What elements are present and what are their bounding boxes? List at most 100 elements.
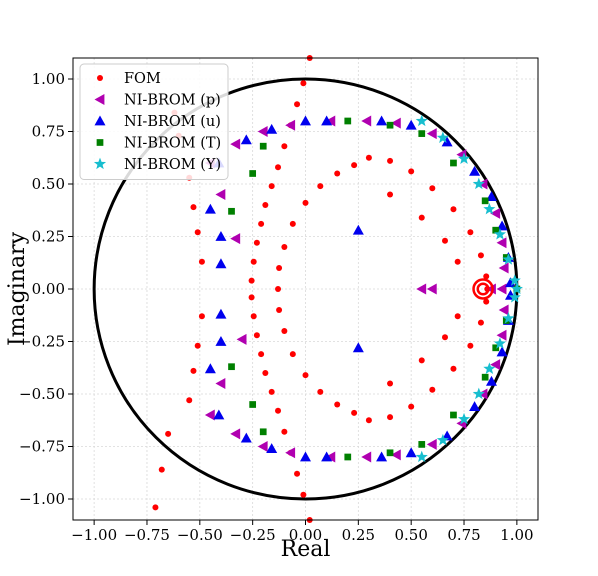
data-point [186,397,193,404]
legend-item: NI-BROM (Y) [93,157,221,173]
data-point [426,128,437,140]
data-point [496,220,508,231]
data-point [493,337,507,349]
data-point [204,203,216,214]
data-point [387,414,394,421]
data-point [268,388,275,395]
data-point [365,417,372,424]
data-point [492,226,500,234]
series-ni-brom-y [415,114,523,463]
data-point [415,114,428,127]
data-point [258,220,265,227]
data-point [496,283,507,295]
data-point [483,273,490,280]
data-point [483,298,490,305]
data-point [194,229,201,236]
data-point [194,342,201,349]
data-point [253,332,260,339]
data-point [215,308,227,319]
data-point [408,168,415,175]
data-point [361,451,372,463]
data-point [300,115,311,126]
y-tick-label: −1.00 [19,490,65,508]
data-point [198,313,205,320]
data-point [418,441,426,448]
data-point [490,207,501,219]
data-point [502,253,515,265]
data-point [275,164,282,171]
data-point [249,170,257,177]
data-point [450,159,457,167]
data-point [418,214,425,221]
data-point [249,401,257,408]
series-ni-brom-p [204,115,509,463]
data-point [415,450,428,463]
x-axis-title: Real [281,537,331,562]
data-point [481,197,489,205]
data-point [240,432,252,443]
data-point [352,342,364,353]
data-point [390,449,401,461]
data-point [259,142,267,150]
annotation-ring-0 [472,278,494,300]
data-point [436,131,449,143]
data-point [248,277,255,284]
data-point [300,491,307,498]
data-point [257,441,268,452]
data-point [467,342,474,349]
data-point [387,380,394,387]
data-point [416,283,427,295]
data-point [294,101,301,108]
legend-label: NI-BROM (Y) [124,157,221,173]
data-point [351,162,358,169]
data-point [248,294,255,301]
legend-item: FOM [97,71,161,87]
data-point [426,438,437,450]
data-point [472,177,485,190]
data-point [281,244,288,250]
data-point [266,443,278,453]
data-point [496,329,507,341]
data-point [477,252,484,259]
data-point [276,307,283,313]
data-point [204,363,216,374]
data-point [493,228,507,240]
data-point [302,199,309,206]
data-point [198,258,205,265]
legend-item: NI-BROM (u) [94,114,221,130]
data-point [334,170,341,177]
data-point [496,237,507,249]
data-point [317,388,324,395]
data-point [294,470,301,477]
data-point [165,430,172,437]
data-point [467,229,474,236]
y-tick-label: 0.75 [32,123,65,141]
y-tick-label: −0.50 [19,385,65,403]
data-point [281,328,288,334]
data-point [486,191,497,201]
data-point [450,411,457,419]
annotation-ring-1 [476,282,490,296]
x-tick-label: 0.00 [289,526,322,544]
data-point [152,504,159,511]
data-point [472,387,485,400]
data-point [230,233,241,245]
y-tick-label: −0.75 [19,438,65,456]
y-tick-label: 1.00 [32,70,65,88]
data-point [213,409,225,420]
data-point [442,237,448,244]
data-point [258,351,265,358]
y-tick-label: −0.25 [19,333,65,351]
data-point [426,283,437,295]
data-point [230,428,241,440]
x-tick-label: −0.50 [177,526,223,544]
legend-item: NI-BROM (T) [96,136,221,152]
data-point [250,313,257,320]
data-point [190,204,197,211]
axis-ticks: −1.00 −0.75 −0.50 −0.25 0.00 0.25 0.50 0.75 1.00… [19,70,534,544]
data-point [228,207,235,215]
data-point [457,412,471,425]
data-point [352,224,364,235]
data-point [262,370,269,376]
